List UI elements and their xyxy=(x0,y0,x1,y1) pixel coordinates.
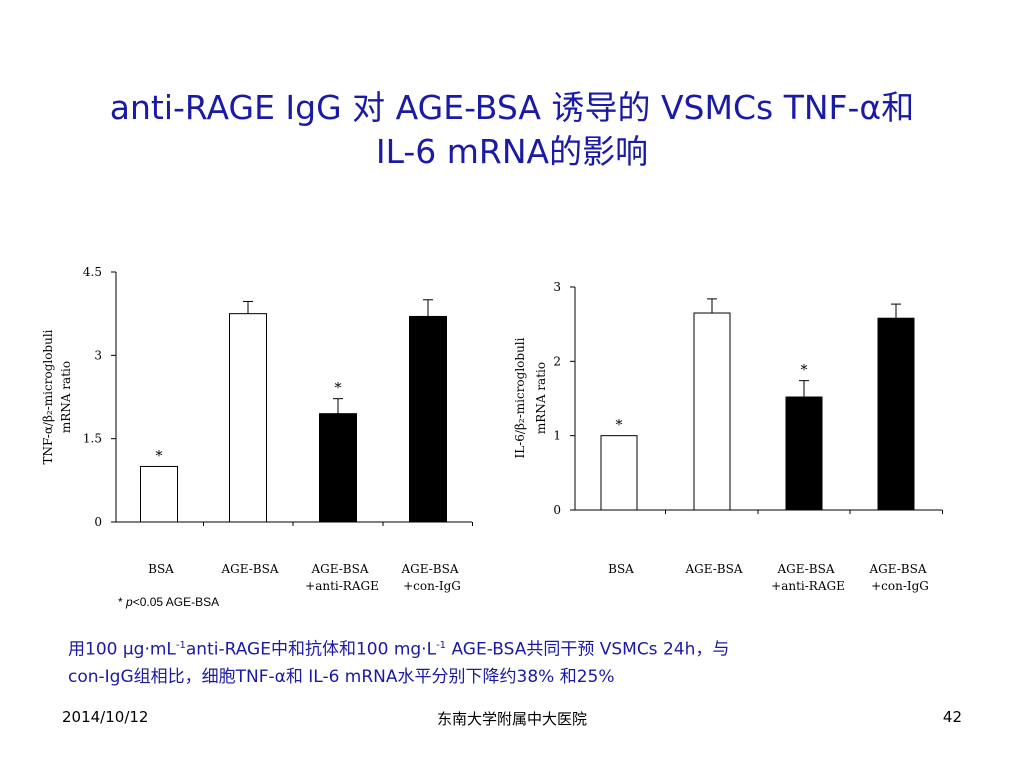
y-axis-label: TNF-α/β₂-microglobuli xyxy=(41,329,55,464)
category-label: BSA xyxy=(608,562,634,576)
category-label-line-2: +con-IgG xyxy=(403,579,461,593)
y-tick-label: 3 xyxy=(94,348,102,362)
y-tick-label: 1.5 xyxy=(83,432,102,446)
category-label: AGE-BSA xyxy=(221,562,279,576)
y-tick-label: 3 xyxy=(553,280,561,294)
significance-star: * xyxy=(156,448,163,464)
y-axis-label-line-2: mRNA ratio xyxy=(59,361,73,433)
y-axis-label: IL-6/β₂-microglobuli xyxy=(513,337,527,458)
y-tick-label: 1 xyxy=(553,429,561,443)
significance-star: * xyxy=(801,363,808,379)
category-label: AGE-BSA xyxy=(401,562,459,576)
bar xyxy=(319,413,357,523)
caption-line-1: 用100 µg·mL-1anti-RAGE中和抗体和100 mg·L-1 AGE… xyxy=(68,632,968,664)
category-label: AGE-BSA xyxy=(311,562,369,576)
result-caption: 用100 µg·mL-1anti-RAGE中和抗体和100 mg·L-1 AGE… xyxy=(68,632,968,691)
footer-page-number: 42 xyxy=(942,708,962,726)
footnote-star: * xyxy=(118,595,127,609)
significance-star: * xyxy=(335,381,342,397)
category-label-line-2: +anti-RAGE xyxy=(771,579,845,593)
bar xyxy=(600,435,638,511)
category-label: BSA xyxy=(148,562,174,576)
footnote-text: <0.05 AGE-BSA xyxy=(132,595,220,609)
slide-title: anti-RAGE IgG 对 AGE-BSA 诱导的 VSMCs TNF-α和… xyxy=(0,86,1024,174)
caption-1c: AGE-BSA共同干预 VSMCs 24h，与 xyxy=(446,639,730,660)
y-axis-label-line-2: mRNA ratio xyxy=(534,362,548,434)
caption-line-2: con-IgG组相比，细胞TNF-α和 IL-6 mRNA水平分别下降约38% … xyxy=(68,666,615,687)
y-tick-label: 4.5 xyxy=(83,265,102,279)
title-line-2: IL-6 mRNA的影响 xyxy=(375,132,649,171)
footnote-p: p xyxy=(126,595,133,609)
significance-footnote: * p<0.05 AGE-BSA xyxy=(118,595,219,609)
category-label: AGE-BSA xyxy=(685,562,743,576)
y-tick-label: 0 xyxy=(94,515,102,529)
caption-1b: anti-RAGE中和抗体和100 mg·L xyxy=(185,639,437,660)
bar xyxy=(140,465,178,523)
category-label-line-2: +anti-RAGE xyxy=(305,579,379,593)
bar xyxy=(409,315,447,523)
category-label: AGE-BSA xyxy=(869,562,927,576)
y-tick-label: 0 xyxy=(553,503,561,517)
footer-institution: 东南大学附属中大医院 xyxy=(436,710,587,728)
category-label: AGE-BSA xyxy=(777,562,835,576)
bar xyxy=(877,317,915,511)
category-label-line-2: +con-IgG xyxy=(871,579,929,593)
caption-1-sup2: -1 xyxy=(436,640,447,651)
footer-date: 2014/10/12 xyxy=(62,708,149,726)
bar xyxy=(693,312,731,511)
title-line-1: anti-RAGE IgG 对 AGE-BSA 诱导的 VSMCs TNF-α和 xyxy=(109,88,915,127)
y-tick-label: 2 xyxy=(553,354,561,368)
bar xyxy=(785,396,823,511)
significance-star: * xyxy=(616,418,623,434)
caption-1a: 用100 µg·mL xyxy=(68,639,176,660)
caption-1-sup: -1 xyxy=(175,640,186,651)
